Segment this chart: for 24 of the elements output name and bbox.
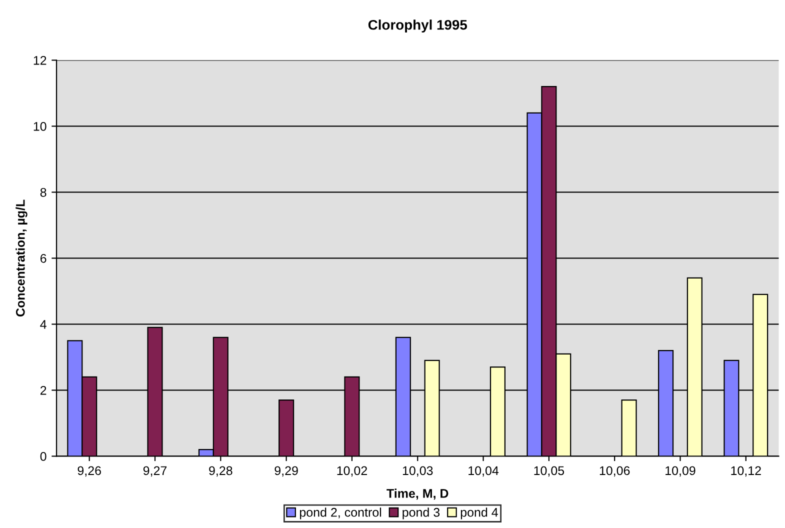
y-tick-label: 4	[40, 320, 46, 329]
legend-label: pond 3	[402, 508, 440, 520]
x-tick-label: 10,06	[600, 466, 630, 477]
y-tick-label: 6	[40, 254, 46, 263]
y-tick-label: 0	[40, 452, 46, 461]
x-tick-label: 9,29	[274, 466, 298, 477]
chart-title: Clorophyl 1995	[368, 20, 468, 33]
legend-label: pond 4	[460, 508, 498, 520]
x-tick-label: 9,26	[78, 466, 101, 477]
x-axis-title: Time, M, D	[386, 488, 448, 500]
y-tick-label: 10	[34, 122, 46, 131]
x-tick-label: 10,03	[402, 466, 433, 477]
x-tick-label: 10,12	[731, 466, 761, 477]
x-tick-label: 10,05	[534, 466, 564, 477]
y-tick-label: 8	[40, 188, 46, 197]
legend-label: pond 2, control	[300, 508, 382, 520]
x-tick-label: 10,09	[666, 466, 696, 477]
x-tick-label: 10,02	[337, 466, 367, 477]
y-axis-title: Concentration, µg/L	[16, 200, 28, 316]
x-tick-label: 9,28	[209, 466, 232, 477]
y-tick-label: 12	[34, 56, 46, 65]
x-tick-label: 9,27	[143, 466, 167, 477]
y-tick-label: 2	[40, 386, 46, 395]
x-tick-label: 10,04	[468, 466, 499, 477]
